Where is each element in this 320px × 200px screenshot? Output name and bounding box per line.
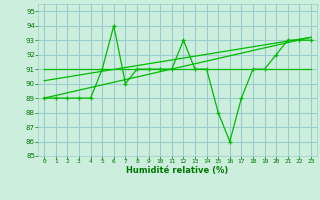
X-axis label: Humidité relative (%): Humidité relative (%) xyxy=(126,166,229,175)
